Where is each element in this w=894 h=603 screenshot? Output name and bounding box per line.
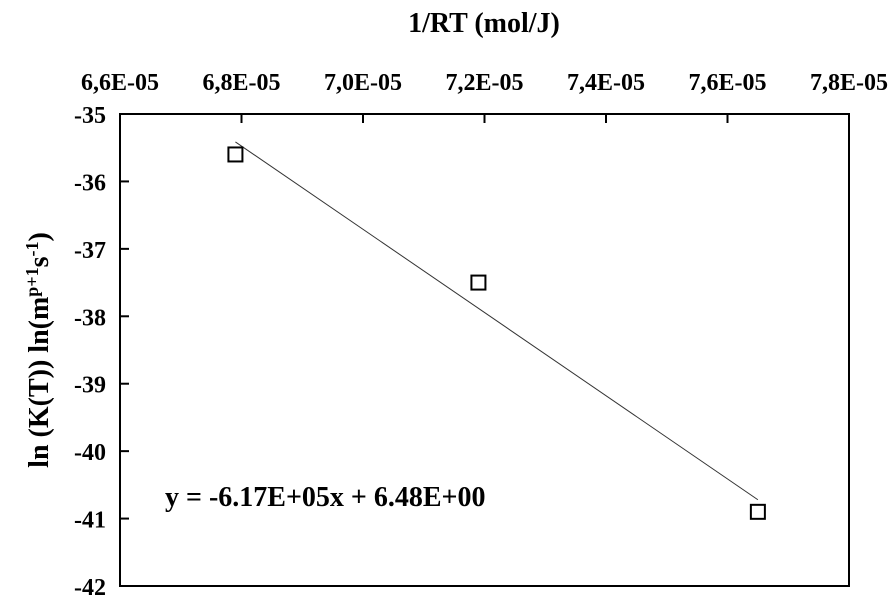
trendline-equation: y = -6.17E+05x + 6.48E+00 xyxy=(165,482,486,513)
x-tick-label: 6,8E-05 xyxy=(203,70,281,96)
x-tick-label: 6,6E-05 xyxy=(81,70,159,96)
y-axis-title-suffix: ) xyxy=(24,232,55,241)
y-axis-title: ln (K(T)) ln(mp+1s-1) xyxy=(22,232,55,468)
x-tick-label: 7,4E-05 xyxy=(567,70,645,96)
y-axis-title-prefix: ln (K(T)) ln(m xyxy=(24,297,55,468)
x-tick-label: 7,0E-05 xyxy=(324,70,402,96)
data-point xyxy=(470,274,487,291)
x-tick-label: 7,8E-05 xyxy=(810,70,888,96)
axis-tick-marks xyxy=(119,113,850,587)
data-point xyxy=(227,146,244,163)
data-point xyxy=(749,503,766,520)
y-tick-label: -40 xyxy=(74,440,106,466)
y-axis-title-mid: s xyxy=(24,256,55,267)
x-tick-label: 7,6E-05 xyxy=(689,70,767,96)
data-points xyxy=(227,146,766,520)
y-tick-label: -42 xyxy=(74,575,106,601)
y-tick-label: -38 xyxy=(74,305,106,331)
x-axis-title: 1/RT (mol/J) xyxy=(408,8,560,39)
y-tick-label: -37 xyxy=(74,238,106,264)
y-tick-labels: -35 -36 -37 -38 -39 -40 -41 -42 xyxy=(74,103,106,601)
x-tick-labels: 6,6E-05 6,8E-05 7,0E-05 7,2E-05 7,4E-05 7,6E-… xyxy=(81,70,888,96)
plot-area xyxy=(119,113,850,587)
y-axis-title-sup1: p+1 xyxy=(22,267,42,296)
y-tick-label: -35 xyxy=(74,103,106,129)
y-tick-label: -36 xyxy=(74,170,106,196)
y-axis-title-sup2: -1 xyxy=(22,242,42,257)
x-tick-label: 7,2E-05 xyxy=(446,70,524,96)
y-tick-label: -39 xyxy=(74,373,106,399)
y-tick-label: -41 xyxy=(74,508,106,534)
trendline xyxy=(235,141,759,501)
